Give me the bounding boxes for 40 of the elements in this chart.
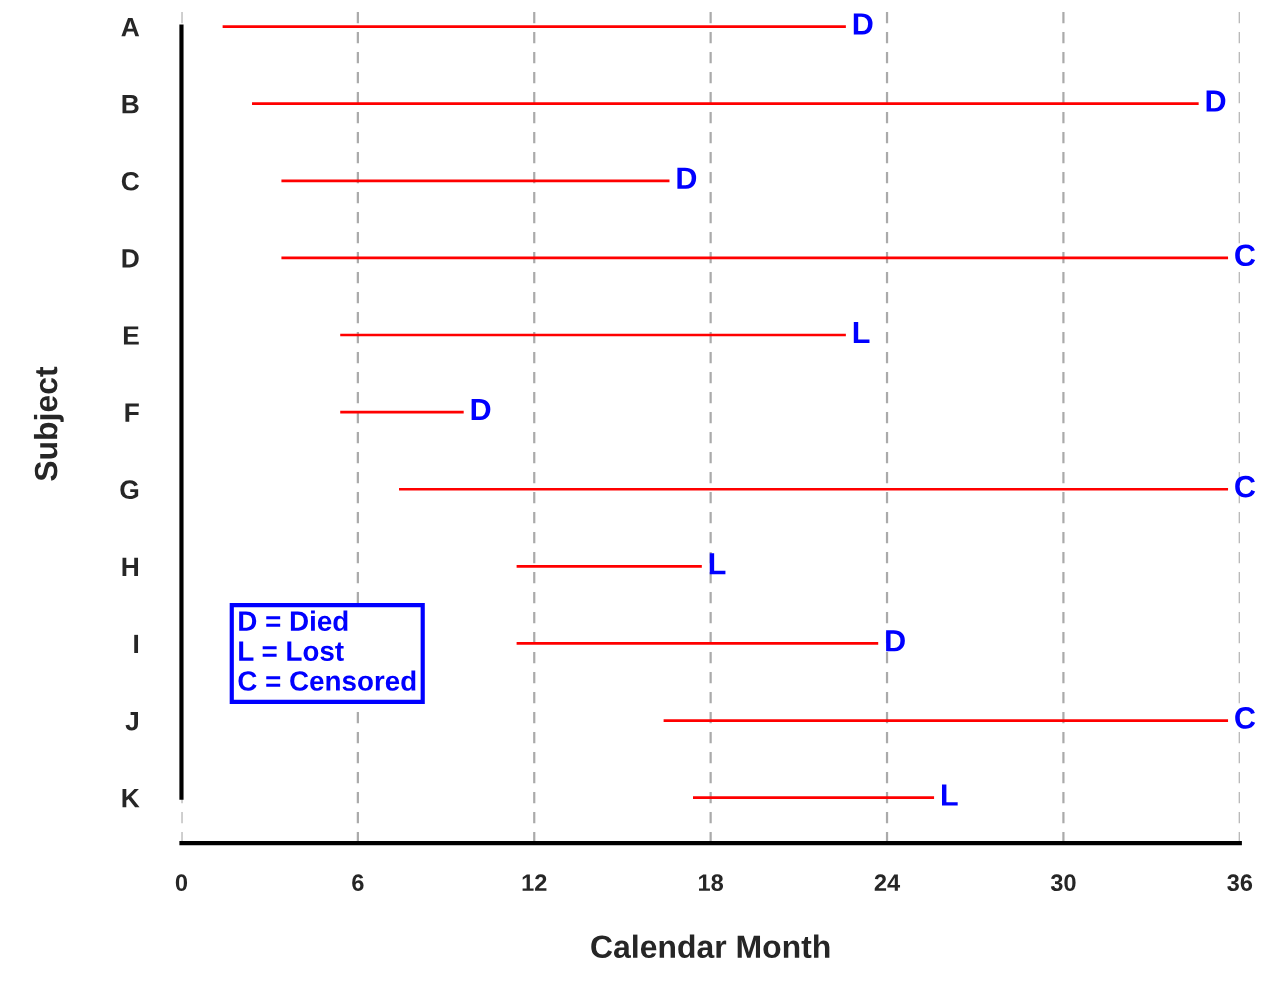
- y-tick-label: J: [125, 711, 138, 731]
- y-tick-label: K: [122, 789, 140, 808]
- y-axis-title: Subject: [33, 366, 64, 481]
- data-label: D: [471, 399, 491, 421]
- y-tick-label: F: [125, 403, 139, 422]
- y-tick-label: D: [122, 249, 139, 268]
- x-tick-label: 6: [352, 874, 364, 892]
- data-label: D: [886, 630, 905, 652]
- x-tick-label: 36: [1227, 874, 1253, 892]
- y-tick-label: B: [122, 95, 139, 114]
- y-tick-label: G: [120, 480, 139, 500]
- bar: [693, 796, 935, 800]
- bar: [252, 102, 1199, 106]
- y-tick-label: I: [134, 634, 139, 654]
- x-tick-label: 24: [874, 874, 901, 891]
- bar: [663, 719, 1229, 722]
- x-tick-label: 12: [522, 874, 547, 891]
- bar: [222, 25, 846, 28]
- data-label: L: [853, 321, 870, 343]
- y-tick-label: C: [121, 171, 140, 191]
- bar: [281, 179, 670, 183]
- x-axis-title: Calendar Month: [591, 934, 830, 959]
- bar: [516, 642, 879, 645]
- data-label: C: [1235, 707, 1256, 729]
- data-label: L: [709, 553, 726, 575]
- data-label: C: [1235, 244, 1256, 267]
- x-tick-label: 30: [1050, 874, 1076, 892]
- data-label: D: [677, 167, 697, 189]
- bar: [516, 564, 702, 568]
- y-tick-label: H: [122, 557, 139, 576]
- data-label: C: [1235, 475, 1256, 498]
- y-tick-label: E: [123, 326, 139, 345]
- data-label: L: [941, 784, 958, 806]
- data-label: D: [1206, 90, 1226, 112]
- annotation: D = Died L = Lost C = Censored: [238, 610, 416, 691]
- bar: [399, 487, 1229, 491]
- y-tick-label: A: [121, 17, 140, 37]
- x-tick-label: 18: [699, 874, 724, 892]
- data-label: D: [853, 13, 873, 35]
- x-tick-label: 0: [175, 874, 188, 892]
